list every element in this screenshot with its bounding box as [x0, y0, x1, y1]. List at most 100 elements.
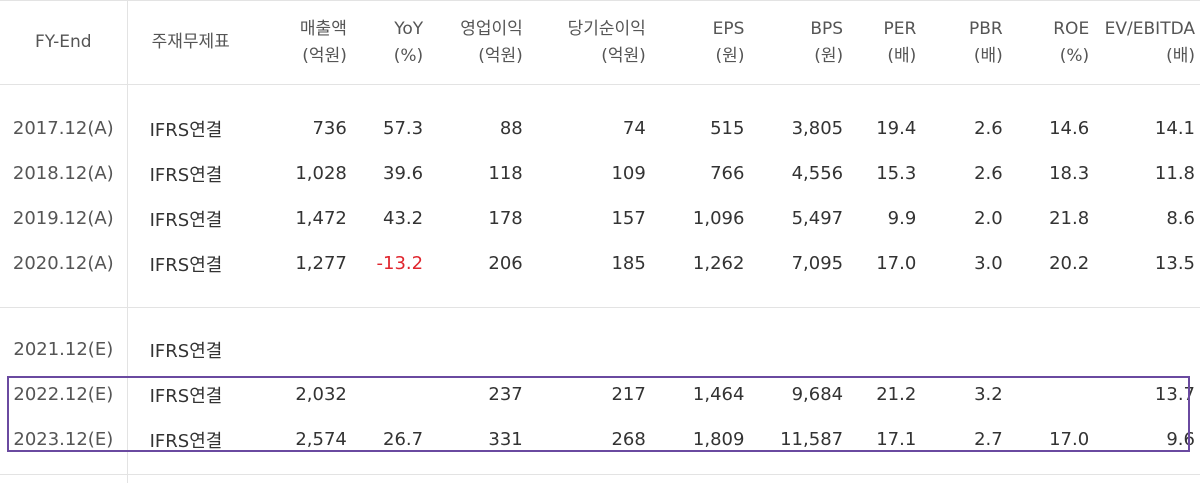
net-income-cell: 74 — [528, 106, 651, 151]
yoy-cell — [352, 327, 428, 372]
per-cell: 15.3 — [848, 151, 921, 196]
eps-cell: 1,809 — [651, 417, 750, 462]
header-operating-profit: 영업이익(억원) — [428, 1, 528, 85]
fy-end-cell: 2022.12(E) — [0, 372, 127, 417]
table-row: 2020.12(A) IFRS연결 1,277 -13.2 206 185 1,… — [0, 241, 1200, 286]
statement-cell: IFRS연결 — [127, 417, 255, 462]
fy-end-cell: 2018.12(A) — [0, 151, 127, 196]
pbr-cell: 2.6 — [921, 151, 1007, 196]
table-row: 2022.12(E) IFRS연결 2,032 237 217 1,464 9,… — [0, 372, 1200, 417]
statement-cell: IFRS연결 — [127, 196, 255, 241]
roe-cell — [1008, 372, 1094, 417]
yoy-cell: 26.7 — [352, 417, 428, 462]
actual-rows-group: 2017.12(A) IFRS연결 736 57.3 88 74 515 3,8… — [0, 85, 1200, 308]
revenue-cell: 736 — [255, 106, 352, 151]
bps-cell: 4,556 — [749, 151, 848, 196]
statement-cell: IFRS연결 — [127, 327, 255, 372]
table-row: 2017.12(A) IFRS연결 736 57.3 88 74 515 3,8… — [0, 106, 1200, 151]
header-eps: EPS(원) — [651, 1, 750, 85]
eps-cell: 1,464 — [651, 372, 750, 417]
table-row: 2018.12(A) IFRS연결 1,028 39.6 118 109 766… — [0, 151, 1200, 196]
ev-ebitda-cell: 9.6 — [1094, 417, 1200, 462]
yoy-cell: 57.3 — [352, 106, 428, 151]
roe-cell: 18.3 — [1008, 151, 1094, 196]
eps-cell: 766 — [651, 151, 750, 196]
net-income-cell — [528, 327, 651, 372]
eps-cell: 515 — [651, 106, 750, 151]
yoy-cell — [352, 372, 428, 417]
net-income-cell: 185 — [528, 241, 651, 286]
per-cell: 19.4 — [848, 106, 921, 151]
operating-profit-cell: 118 — [428, 151, 528, 196]
statement-cell: IFRS연결 — [127, 106, 255, 151]
fy-end-cell: 2019.12(A) — [0, 196, 127, 241]
pbr-cell: 2.6 — [921, 106, 1007, 151]
roe-cell: 14.6 — [1008, 106, 1094, 151]
revenue-cell: 1,028 — [255, 151, 352, 196]
pbr-cell: 3.2 — [921, 372, 1007, 417]
pbr-cell: 3.0 — [921, 241, 1007, 286]
fy-end-cell: 2020.12(A) — [0, 241, 127, 286]
table-header: FY-End 주재무제표 매출액(억원) YoY(%) 영업이익(억원) 당기순… — [0, 1, 1200, 85]
operating-profit-cell: 88 — [428, 106, 528, 151]
revenue-cell: 1,472 — [255, 196, 352, 241]
eps-cell: 1,262 — [651, 241, 750, 286]
fy-end-cell: 2023.12(E) — [0, 417, 127, 462]
pbr-cell: 2.7 — [921, 417, 1007, 462]
table-row: 2021.12(E) IFRS연결 — [0, 327, 1200, 372]
operating-profit-cell — [428, 327, 528, 372]
header-pbr: PBR(배) — [921, 1, 1007, 85]
bps-cell — [749, 327, 848, 372]
ev-ebitda-cell: 8.6 — [1094, 196, 1200, 241]
fy-end-cell: 2021.12(E) — [0, 327, 127, 372]
per-cell: 17.1 — [848, 417, 921, 462]
header-revenue: 매출액(억원) — [255, 1, 352, 85]
roe-cell: 20.2 — [1008, 241, 1094, 286]
revenue-cell: 1,277 — [255, 241, 352, 286]
bps-cell: 11,587 — [749, 417, 848, 462]
bps-cell: 3,805 — [749, 106, 848, 151]
per-cell — [848, 327, 921, 372]
operating-profit-cell: 178 — [428, 196, 528, 241]
header-roe: ROE(%) — [1008, 1, 1094, 85]
ev-ebitda-cell: 11.8 — [1094, 151, 1200, 196]
statement-cell: IFRS연결 — [127, 372, 255, 417]
header-fy-end: FY-End — [0, 1, 127, 85]
operating-profit-cell: 206 — [428, 241, 528, 286]
operating-profit-cell: 331 — [428, 417, 528, 462]
table-row: 2019.12(A) IFRS연결 1,472 43.2 178 157 1,0… — [0, 196, 1200, 241]
eps-cell — [651, 327, 750, 372]
net-income-cell: 217 — [528, 372, 651, 417]
ev-ebitda-cell: 13.5 — [1094, 241, 1200, 286]
net-income-cell: 109 — [528, 151, 651, 196]
yoy-cell-negative: -13.2 — [352, 241, 428, 286]
ev-ebitda-cell: 14.1 — [1094, 106, 1200, 151]
eps-cell: 1,096 — [651, 196, 750, 241]
operating-profit-cell: 237 — [428, 372, 528, 417]
revenue-cell: 2,574 — [255, 417, 352, 462]
per-cell: 17.0 — [848, 241, 921, 286]
yoy-cell: 43.2 — [352, 196, 428, 241]
roe-cell — [1008, 327, 1094, 372]
yoy-cell: 39.6 — [352, 151, 428, 196]
table-row: 2023.12(E) IFRS연결 2,574 26.7 331 268 1,8… — [0, 417, 1200, 462]
statement-cell: IFRS연결 — [127, 241, 255, 286]
bps-cell: 9,684 — [749, 372, 848, 417]
per-cell: 9.9 — [848, 196, 921, 241]
roe-cell: 21.8 — [1008, 196, 1094, 241]
ev-ebitda-cell: 13.7 — [1094, 372, 1200, 417]
header-bps: BPS(원) — [749, 1, 848, 85]
pbr-cell — [921, 327, 1007, 372]
bps-cell: 5,497 — [749, 196, 848, 241]
bps-cell: 7,095 — [749, 241, 848, 286]
net-income-cell: 268 — [528, 417, 651, 462]
revenue-cell: 2,032 — [255, 372, 352, 417]
pbr-cell: 2.0 — [921, 196, 1007, 241]
statement-cell: IFRS연결 — [127, 151, 255, 196]
ev-ebitda-cell — [1094, 327, 1200, 372]
header-net-income: 당기순이익(억원) — [528, 1, 651, 85]
estimate-rows-group: 2021.12(E) IFRS연결 2022.12(E) IFRS연결 2,03… — [0, 308, 1200, 483]
header-per: PER(배) — [848, 1, 921, 85]
